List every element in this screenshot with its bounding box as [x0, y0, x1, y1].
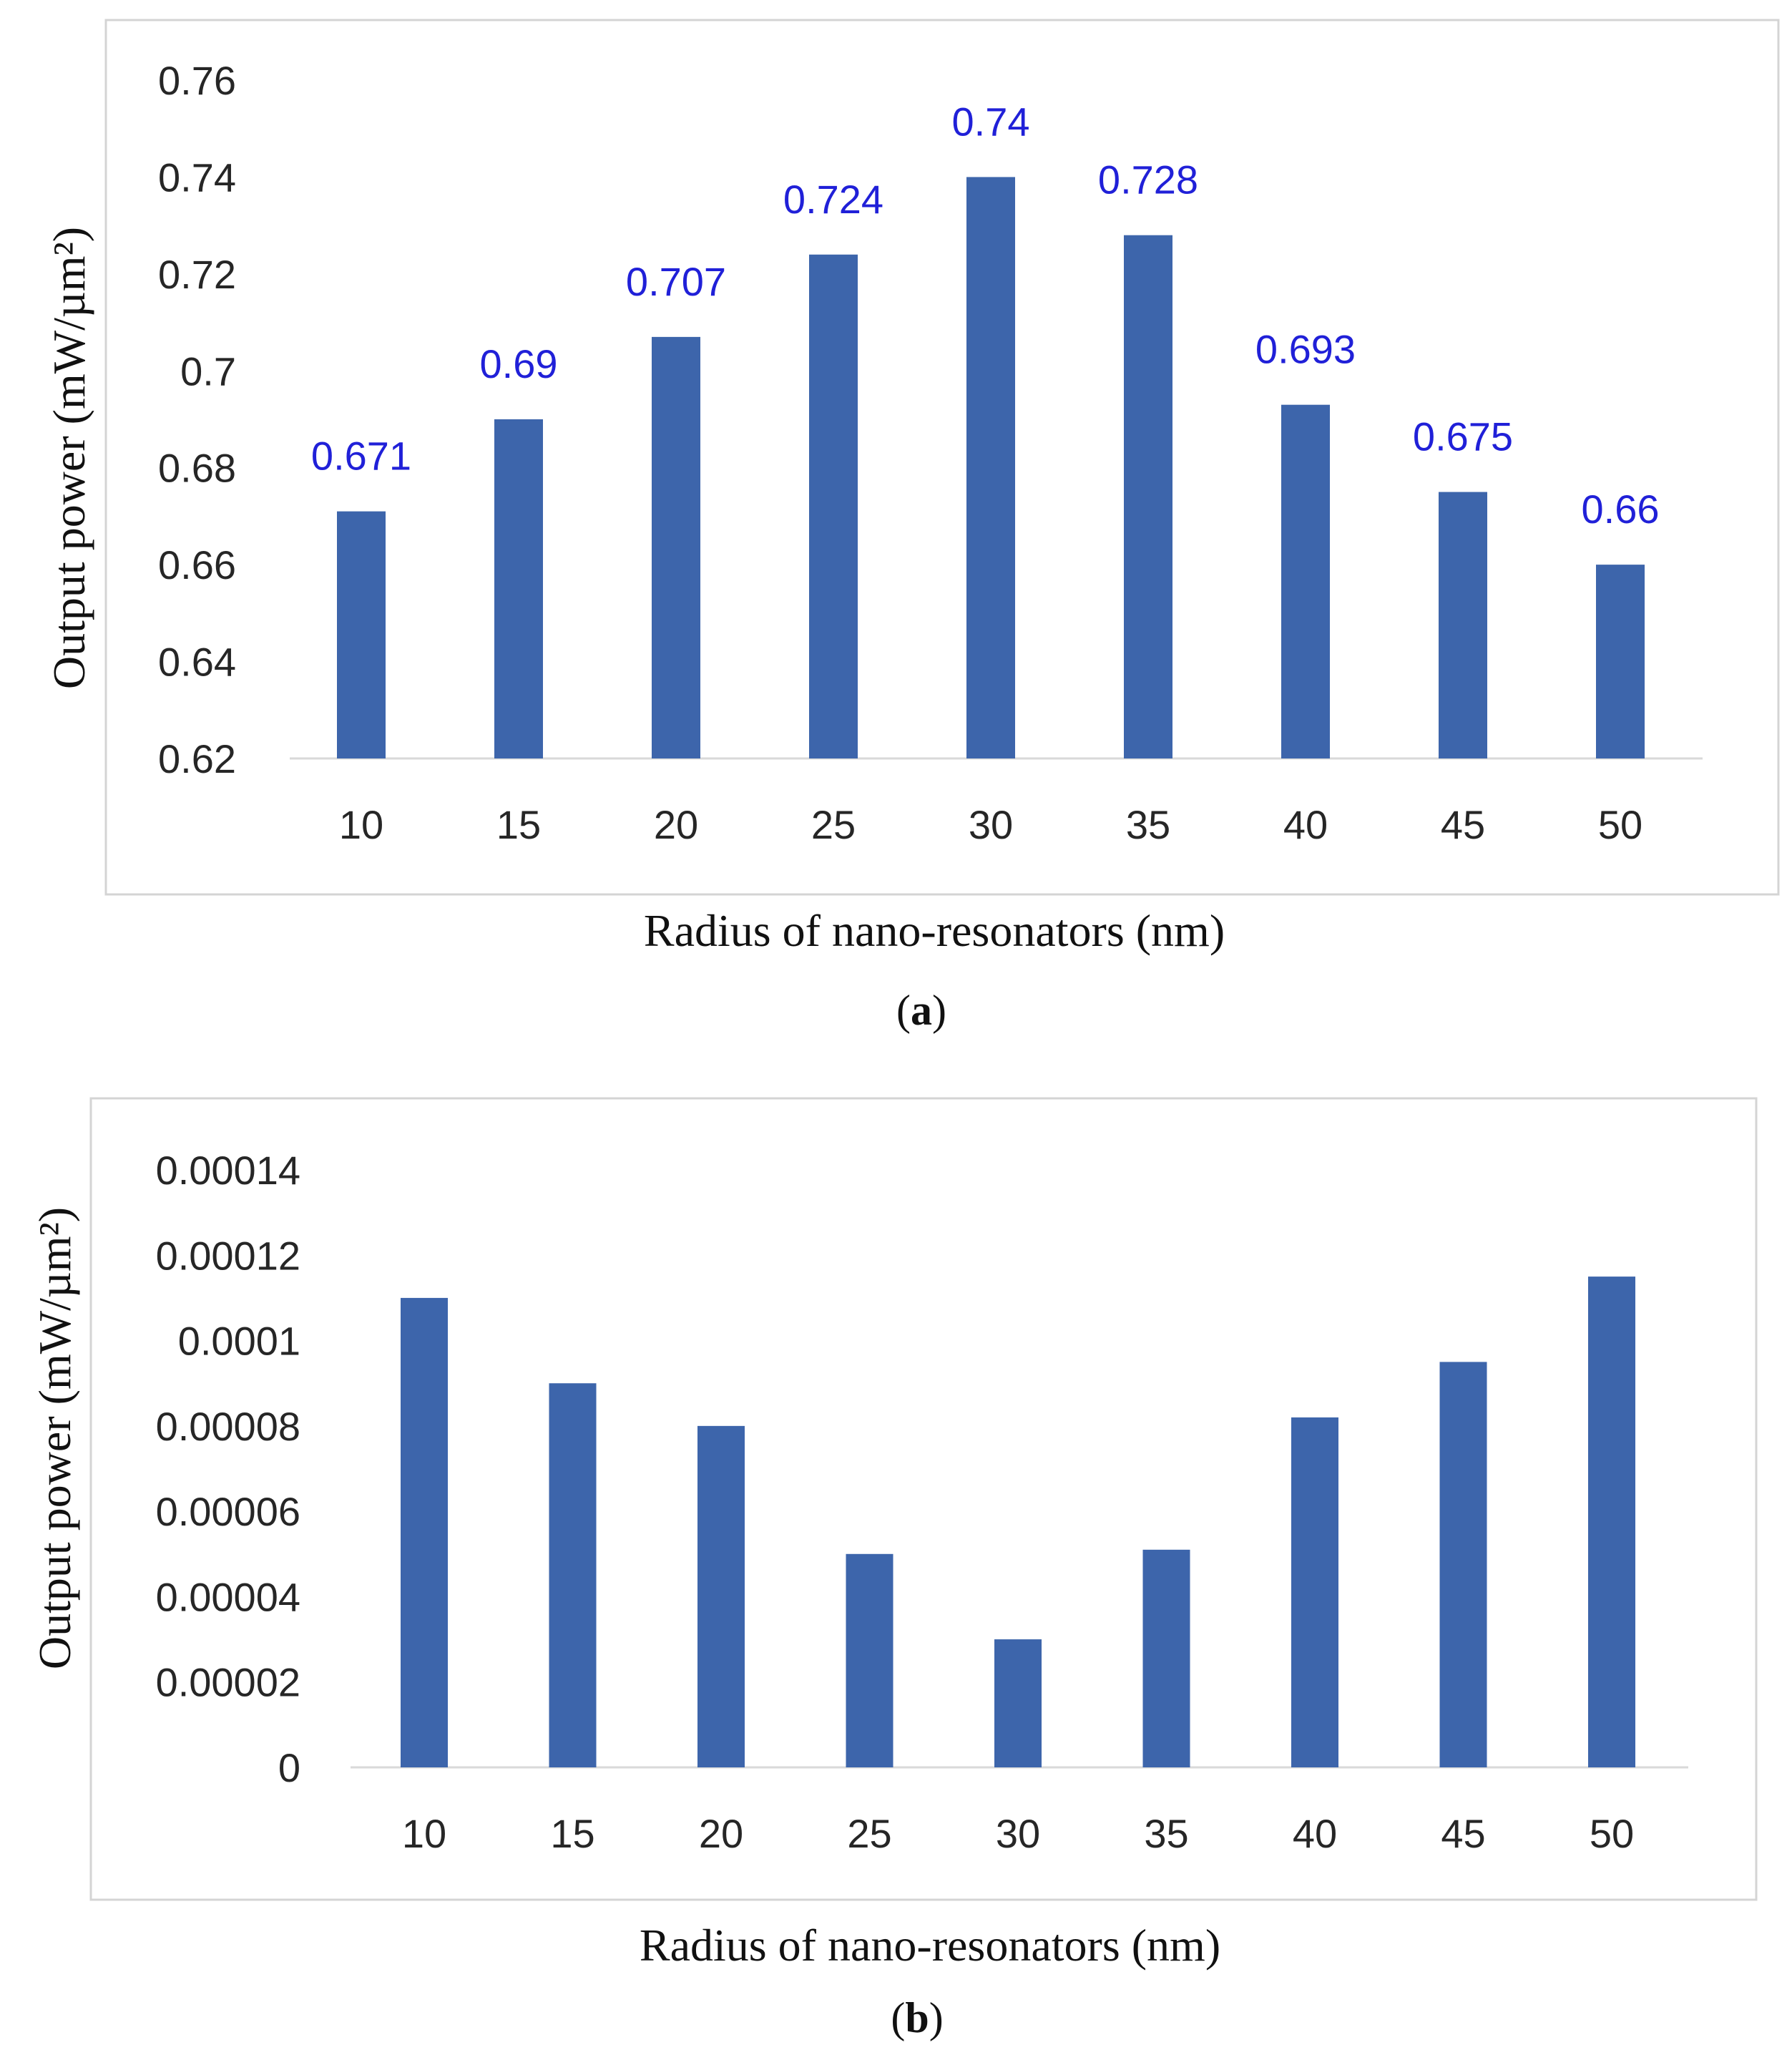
- chart-b-y-tick: 0.00004: [156, 1574, 300, 1619]
- panel-label-b: (b): [891, 1994, 943, 2041]
- chart-a-data-label: 0.66: [1582, 487, 1660, 532]
- chart-b-bar-25: [846, 1553, 893, 1767]
- chart-a-x-axis-title: Radius of nano-resonators (nm): [644, 905, 1225, 956]
- chart-a-y-tick: 0.74: [158, 155, 236, 200]
- chart-b-x-tick: 15: [550, 1811, 594, 1856]
- chart-b-border: [89, 1097, 1758, 1901]
- chart-a-x-ticks: 10 15 20 25 30 35 40 45 50: [339, 802, 1642, 847]
- chart-a-bar-20: [652, 336, 700, 758]
- chart-a-bar-15: [494, 419, 543, 758]
- chart-a-y-tick: 0.7: [180, 348, 236, 394]
- chart-a-data-label: 0.671: [311, 434, 411, 479]
- chart-a-x-tick: 25: [811, 802, 856, 847]
- panel-a-open: (: [896, 987, 911, 1034]
- panel-b: 0 0.00002 0.00004 0.00006 0.00008 0.0001 0.000…: [29, 1097, 1758, 2041]
- panel-a: 0.620.640.660.680.70.720.740.76 0.6710.6…: [44, 19, 1780, 1034]
- chart-a-x-tick: 10: [339, 802, 383, 847]
- chart-a-border: [104, 19, 1780, 896]
- chart-b-x-tick: 10: [402, 1811, 446, 1856]
- chart-b-y-tick: 0.00006: [156, 1489, 300, 1534]
- chart-b-bar-45: [1439, 1362, 1487, 1767]
- chart-a-y-axis-title: Output power (mW/µm²): [44, 227, 94, 689]
- chart-b-bar-20: [697, 1425, 745, 1767]
- chart-b-x-tick: 20: [699, 1811, 743, 1856]
- chart-b-x-ticks: 10 15 20 25 30 35 40 45 50: [402, 1811, 1634, 1856]
- chart-b-y-axis-title: Output power (mW/µm²): [29, 1207, 80, 1669]
- chart-a-bars: [337, 177, 1645, 759]
- chart-a-bar-30: [966, 177, 1015, 758]
- chart-a-bar-10: [337, 511, 386, 758]
- chart-a-y-tick: 0.64: [158, 640, 236, 685]
- chart-b-x-tick: 50: [1590, 1811, 1634, 1856]
- chart-a-data-label: 0.74: [952, 99, 1030, 144]
- chart-b-bar-10: [401, 1297, 448, 1767]
- panel-b-close: ): [929, 1994, 944, 2041]
- chart-b-y-tick: 0.0001: [178, 1319, 300, 1364]
- chart-b-bars: [401, 1277, 1635, 1767]
- chart-a-data-label: 0.693: [1255, 327, 1356, 372]
- chart-b-y-ticks: 0 0.00002 0.00004 0.00006 0.00008 0.0001 0.000…: [156, 1148, 300, 1790]
- chart-a-y-tick: 0.66: [158, 542, 236, 587]
- chart-a-y-tick: 0.76: [158, 58, 236, 103]
- panel-a-close: ): [932, 987, 946, 1034]
- chart-b-bar-35: [1142, 1549, 1190, 1767]
- chart-b-bar-40: [1291, 1417, 1338, 1767]
- chart-b-y-tick: 0.00014: [156, 1148, 300, 1193]
- chart-a-bar-35: [1124, 235, 1172, 759]
- chart-a-data-label: 0.728: [1098, 157, 1198, 202]
- chart-a-data-label: 0.724: [783, 177, 883, 222]
- panel-a-letter: a: [911, 987, 932, 1034]
- chart-a-data-label: 0.69: [480, 341, 558, 386]
- chart-b-y-tick: 0.00008: [156, 1404, 300, 1449]
- chart-a-data-label: 0.707: [626, 259, 726, 304]
- panel-label-a: (a): [896, 987, 946, 1034]
- chart-b-x-tick: 40: [1293, 1811, 1337, 1856]
- panel-b-open: (: [891, 1994, 905, 2041]
- chart-b-bar-50: [1588, 1277, 1635, 1767]
- chart-a-x-tick: 40: [1283, 802, 1328, 847]
- chart-b-y-tick: 0.00002: [156, 1660, 300, 1705]
- chart-b-x-tick: 30: [996, 1811, 1040, 1856]
- chart-b-x-tick: 35: [1144, 1811, 1188, 1856]
- chart-a-x-tick: 35: [1126, 802, 1170, 847]
- chart-a-bar-40: [1281, 404, 1330, 758]
- chart-a-bar-50: [1596, 565, 1645, 758]
- chart-a-y-tick: 0.72: [158, 252, 236, 297]
- chart-a-y-ticks: 0.62 0.64 0.66 0.68 0.7 0.72 0.74 0.76: [158, 58, 236, 781]
- chart-b-x-tick: 25: [847, 1811, 891, 1856]
- chart-a-x-tick: 20: [654, 802, 698, 847]
- chart-a-data-labels: 0.671 0.69 0.707 0.724 0.74 0.728 0.693 0.675 0.…: [311, 99, 1660, 532]
- chart-a-x-tick: 15: [496, 802, 541, 847]
- chart-a-y-tick: 0.62: [158, 736, 236, 781]
- chart-b-y-tick: 0.00012: [156, 1233, 300, 1278]
- chart-a-x-tick: 30: [969, 802, 1013, 847]
- chart-b-x-axis-title: Radius of nano-resonators (nm): [640, 1920, 1220, 1971]
- panel-b-letter: b: [905, 1994, 929, 2041]
- chart-a-data-label: 0.675: [1413, 414, 1513, 459]
- chart-b-x-tick: 45: [1441, 1811, 1485, 1856]
- chart-a-x-tick: 45: [1441, 802, 1485, 847]
- chart-b-bar-30: [994, 1639, 1042, 1767]
- chart-a-bar-45: [1439, 492, 1487, 758]
- chart-b-y-tick: 0: [278, 1745, 300, 1790]
- chart-a-bar-25: [809, 254, 858, 758]
- chart-a-y-tick: 0.68: [158, 446, 236, 491]
- chart-b-bar-15: [549, 1383, 597, 1767]
- chart-a-x-tick: 50: [1598, 802, 1642, 847]
